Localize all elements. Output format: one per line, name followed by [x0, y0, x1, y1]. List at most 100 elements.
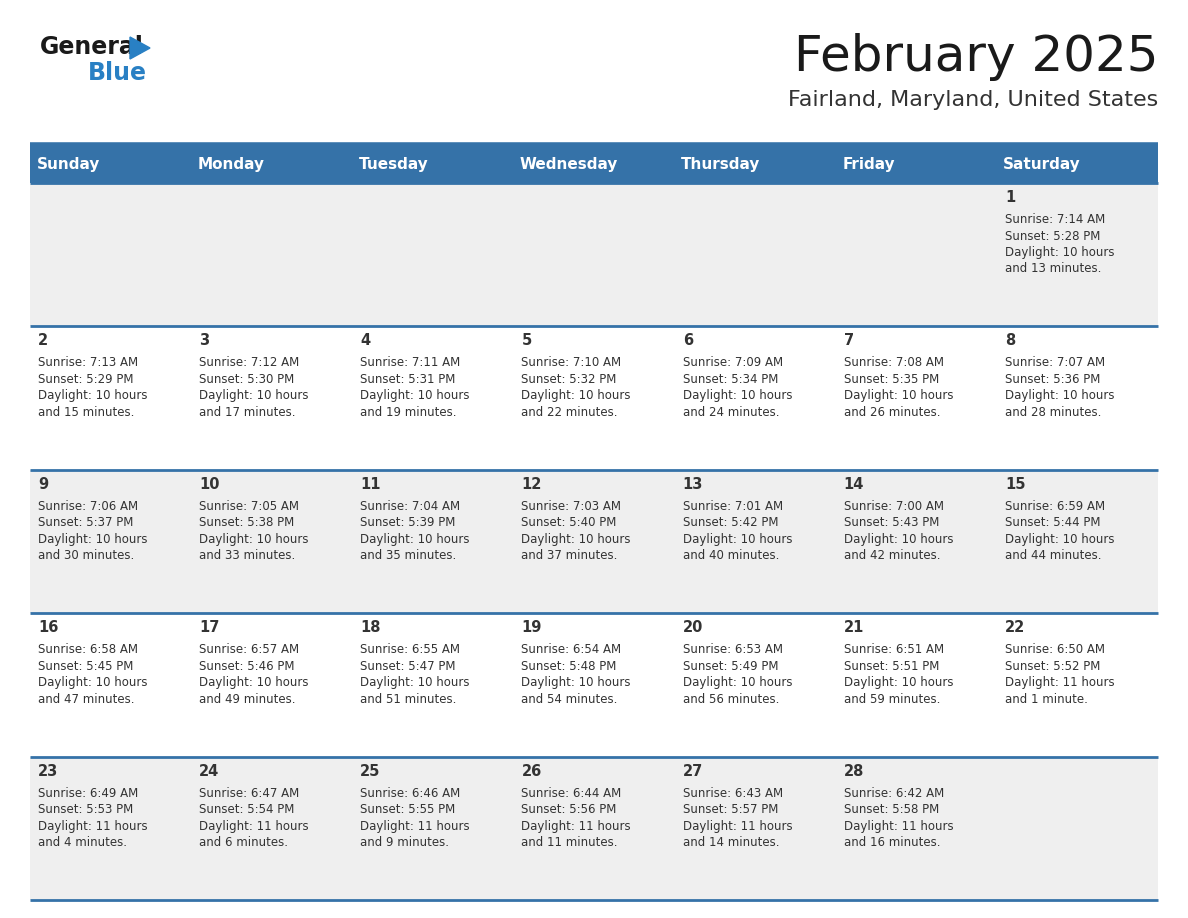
Text: Daylight: 10 hours: Daylight: 10 hours [843, 389, 953, 402]
Text: February 2025: February 2025 [794, 33, 1158, 81]
Text: 3: 3 [200, 333, 209, 349]
Text: Sunset: 5:39 PM: Sunset: 5:39 PM [360, 516, 456, 530]
Text: Sunset: 5:54 PM: Sunset: 5:54 PM [200, 803, 295, 816]
Text: Sunrise: 7:01 AM: Sunrise: 7:01 AM [683, 499, 783, 513]
Text: and 15 minutes.: and 15 minutes. [38, 406, 134, 419]
Text: Daylight: 11 hours: Daylight: 11 hours [360, 820, 470, 833]
Text: Sunset: 5:52 PM: Sunset: 5:52 PM [1005, 660, 1100, 673]
Text: Sunrise: 6:44 AM: Sunrise: 6:44 AM [522, 787, 621, 800]
Text: Sunrise: 7:11 AM: Sunrise: 7:11 AM [360, 356, 461, 369]
Text: Daylight: 11 hours: Daylight: 11 hours [683, 820, 792, 833]
Text: 11: 11 [360, 476, 381, 492]
Text: and 30 minutes.: and 30 minutes. [38, 549, 134, 563]
Text: Sunrise: 6:57 AM: Sunrise: 6:57 AM [200, 644, 299, 656]
Text: Tuesday: Tuesday [359, 156, 429, 172]
Text: Daylight: 10 hours: Daylight: 10 hours [360, 677, 469, 689]
Text: Sunrise: 6:49 AM: Sunrise: 6:49 AM [38, 787, 138, 800]
Text: Sunrise: 7:08 AM: Sunrise: 7:08 AM [843, 356, 943, 369]
Text: 1: 1 [1005, 190, 1016, 205]
Text: Daylight: 10 hours: Daylight: 10 hours [843, 532, 953, 546]
Text: Daylight: 10 hours: Daylight: 10 hours [522, 677, 631, 689]
Text: Daylight: 11 hours: Daylight: 11 hours [200, 820, 309, 833]
Text: Sunset: 5:47 PM: Sunset: 5:47 PM [360, 660, 456, 673]
Text: Sunrise: 7:13 AM: Sunrise: 7:13 AM [38, 356, 138, 369]
Text: Daylight: 10 hours: Daylight: 10 hours [38, 677, 147, 689]
Text: Sunset: 5:36 PM: Sunset: 5:36 PM [1005, 373, 1100, 386]
Bar [30, 145, 1158, 183]
Text: and 22 minutes.: and 22 minutes. [522, 406, 618, 419]
Text: Sunrise: 6:42 AM: Sunrise: 6:42 AM [843, 787, 944, 800]
Text: and 13 minutes.: and 13 minutes. [1005, 263, 1101, 275]
Text: 22: 22 [1005, 621, 1025, 635]
Text: Sunset: 5:53 PM: Sunset: 5:53 PM [38, 803, 133, 816]
Text: 24: 24 [200, 764, 220, 778]
Text: and 19 minutes.: and 19 minutes. [360, 406, 457, 419]
Text: Thursday: Thursday [681, 156, 760, 172]
Text: Sunset: 5:44 PM: Sunset: 5:44 PM [1005, 516, 1100, 530]
Text: 10: 10 [200, 476, 220, 492]
Text: Sunset: 5:55 PM: Sunset: 5:55 PM [360, 803, 455, 816]
Text: and 9 minutes.: and 9 minutes. [360, 836, 449, 849]
Bar [30, 470, 1158, 613]
Text: Sunset: 5:37 PM: Sunset: 5:37 PM [38, 516, 133, 530]
Bar [30, 327, 1158, 470]
Text: Daylight: 10 hours: Daylight: 10 hours [38, 532, 147, 546]
Polygon shape [129, 37, 150, 59]
Text: and 6 minutes.: and 6 minutes. [200, 836, 289, 849]
Text: Sunset: 5:38 PM: Sunset: 5:38 PM [200, 516, 295, 530]
Text: and 16 minutes.: and 16 minutes. [843, 836, 940, 849]
Text: Wednesday: Wednesday [520, 156, 618, 172]
Text: Sunset: 5:42 PM: Sunset: 5:42 PM [683, 516, 778, 530]
Text: 18: 18 [360, 621, 381, 635]
Text: Sunrise: 7:03 AM: Sunrise: 7:03 AM [522, 499, 621, 513]
Text: 9: 9 [38, 476, 49, 492]
Text: Saturday: Saturday [1004, 156, 1081, 172]
Text: Sunrise: 7:14 AM: Sunrise: 7:14 AM [1005, 213, 1105, 226]
Text: and 24 minutes.: and 24 minutes. [683, 406, 779, 419]
Text: Daylight: 10 hours: Daylight: 10 hours [200, 389, 309, 402]
Text: Sunrise: 6:59 AM: Sunrise: 6:59 AM [1005, 499, 1105, 513]
Text: Sunset: 5:51 PM: Sunset: 5:51 PM [843, 660, 940, 673]
Text: Sunrise: 7:06 AM: Sunrise: 7:06 AM [38, 499, 138, 513]
Text: Sunrise: 7:09 AM: Sunrise: 7:09 AM [683, 356, 783, 369]
Text: Sunset: 5:34 PM: Sunset: 5:34 PM [683, 373, 778, 386]
Text: Sunrise: 6:46 AM: Sunrise: 6:46 AM [360, 787, 461, 800]
Text: Sunset: 5:49 PM: Sunset: 5:49 PM [683, 660, 778, 673]
Text: 28: 28 [843, 764, 864, 778]
Text: Daylight: 10 hours: Daylight: 10 hours [200, 677, 309, 689]
Text: Daylight: 11 hours: Daylight: 11 hours [38, 820, 147, 833]
Text: Sunset: 5:58 PM: Sunset: 5:58 PM [843, 803, 939, 816]
Text: Sunset: 5:56 PM: Sunset: 5:56 PM [522, 803, 617, 816]
Bar [30, 183, 1158, 327]
Text: Sunrise: 7:07 AM: Sunrise: 7:07 AM [1005, 356, 1105, 369]
Text: Sunrise: 7:00 AM: Sunrise: 7:00 AM [843, 499, 943, 513]
Text: and 4 minutes.: and 4 minutes. [38, 836, 127, 849]
Text: 14: 14 [843, 476, 864, 492]
Text: Daylight: 10 hours: Daylight: 10 hours [38, 389, 147, 402]
Text: 2: 2 [38, 333, 49, 349]
Text: 13: 13 [683, 476, 703, 492]
Text: and 1 minute.: and 1 minute. [1005, 693, 1088, 706]
Text: Sunrise: 7:10 AM: Sunrise: 7:10 AM [522, 356, 621, 369]
Bar [30, 756, 1158, 900]
Text: and 26 minutes.: and 26 minutes. [843, 406, 940, 419]
Text: Sunrise: 6:58 AM: Sunrise: 6:58 AM [38, 644, 138, 656]
Text: and 11 minutes.: and 11 minutes. [522, 836, 618, 849]
Text: 6: 6 [683, 333, 693, 349]
Text: 12: 12 [522, 476, 542, 492]
Text: and 40 minutes.: and 40 minutes. [683, 549, 779, 563]
Text: 17: 17 [200, 621, 220, 635]
Text: Daylight: 11 hours: Daylight: 11 hours [522, 820, 631, 833]
Text: Daylight: 10 hours: Daylight: 10 hours [200, 532, 309, 546]
Text: Daylight: 10 hours: Daylight: 10 hours [360, 389, 469, 402]
Text: Daylight: 10 hours: Daylight: 10 hours [1005, 389, 1114, 402]
Text: Sunday: Sunday [37, 156, 100, 172]
Text: Daylight: 10 hours: Daylight: 10 hours [522, 389, 631, 402]
Text: Fairland, Maryland, United States: Fairland, Maryland, United States [788, 90, 1158, 110]
Text: and 35 minutes.: and 35 minutes. [360, 549, 456, 563]
Text: 7: 7 [843, 333, 854, 349]
Text: Sunset: 5:29 PM: Sunset: 5:29 PM [38, 373, 133, 386]
Text: Sunset: 5:46 PM: Sunset: 5:46 PM [200, 660, 295, 673]
Text: Daylight: 11 hours: Daylight: 11 hours [843, 820, 954, 833]
Bar [30, 613, 1158, 756]
